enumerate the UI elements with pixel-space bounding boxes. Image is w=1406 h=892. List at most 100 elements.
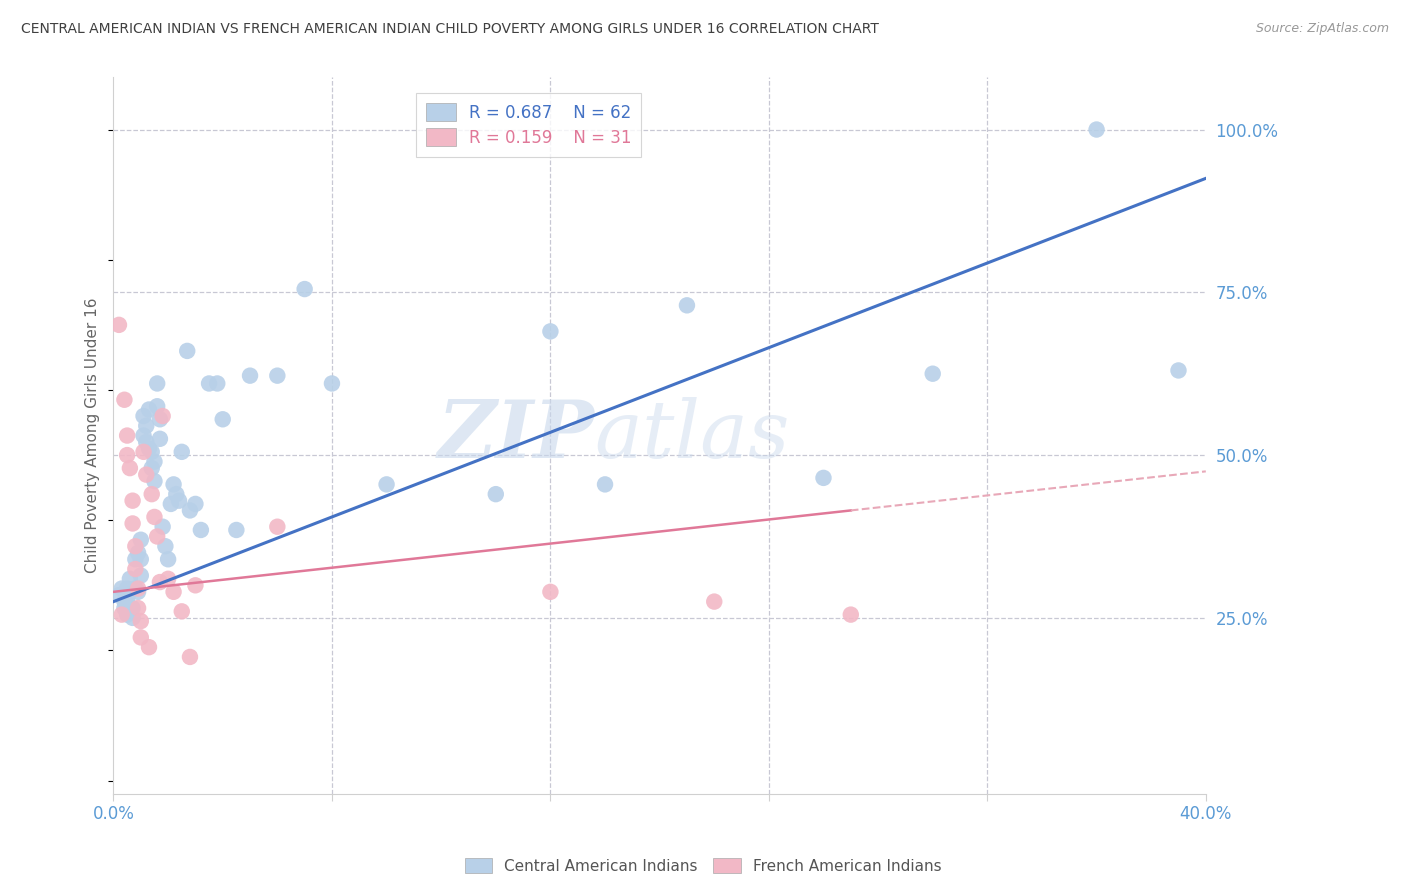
Point: [141, 445, 163, 459]
Point: [111, 582, 134, 596]
Point: [321, 376, 343, 391]
Point: [165, 487, 187, 501]
Point: [112, 594, 135, 608]
Point: [129, 614, 152, 628]
Point: [225, 523, 247, 537]
Point: [179, 649, 201, 664]
Point: [239, 368, 262, 383]
Point: [538, 324, 561, 338]
Point: [112, 392, 135, 407]
Point: [813, 471, 835, 485]
Point: [162, 584, 184, 599]
Point: [146, 399, 169, 413]
Point: [127, 582, 149, 596]
Point: [152, 409, 174, 423]
Point: [138, 442, 160, 456]
Point: [184, 497, 207, 511]
Point: [167, 493, 190, 508]
Point: [124, 562, 146, 576]
Point: [115, 582, 138, 596]
Point: [115, 428, 138, 442]
Point: [160, 497, 183, 511]
Text: ZIP: ZIP: [437, 397, 595, 475]
Point: [146, 529, 169, 543]
Point: [179, 503, 201, 517]
Point: [593, 477, 616, 491]
Point: [485, 487, 508, 501]
Point: [1085, 122, 1108, 136]
Point: [124, 582, 146, 596]
Point: [141, 461, 163, 475]
Legend: Central American Indians, French American Indians: Central American Indians, French America…: [458, 852, 948, 880]
Point: [127, 601, 149, 615]
Point: [135, 435, 157, 450]
Point: [152, 519, 174, 533]
Point: [149, 412, 172, 426]
Point: [132, 445, 155, 459]
Point: [118, 584, 141, 599]
Point: [198, 376, 221, 391]
Point: [124, 539, 146, 553]
Y-axis label: Child Poverty Among Girls Under 16: Child Poverty Among Girls Under 16: [86, 298, 100, 574]
Point: [112, 601, 135, 615]
Point: [375, 477, 398, 491]
Point: [703, 594, 725, 608]
Point: [115, 591, 138, 606]
Point: [108, 318, 131, 332]
Point: [149, 432, 172, 446]
Point: [111, 607, 134, 622]
Point: [157, 572, 180, 586]
Legend: R = 0.687    N = 62, R = 0.159    N = 31: R = 0.687 N = 62, R = 0.159 N = 31: [416, 93, 641, 157]
Point: [1167, 363, 1189, 377]
Point: [135, 467, 157, 482]
Point: [176, 343, 198, 358]
Point: [129, 552, 152, 566]
Point: [118, 572, 141, 586]
Point: [266, 368, 288, 383]
Point: [121, 493, 143, 508]
Point: [135, 418, 157, 433]
Point: [115, 448, 138, 462]
Point: [266, 519, 288, 533]
Point: [129, 568, 152, 582]
Point: [129, 533, 152, 547]
Point: [184, 578, 207, 592]
Point: [143, 474, 166, 488]
Point: [138, 640, 160, 655]
Point: [170, 445, 193, 459]
Point: [294, 282, 316, 296]
Point: [118, 461, 141, 475]
Point: [141, 487, 163, 501]
Point: [124, 552, 146, 566]
Text: CENTRAL AMERICAN INDIAN VS FRENCH AMERICAN INDIAN CHILD POVERTY AMONG GIRLS UNDE: CENTRAL AMERICAN INDIAN VS FRENCH AMERIC…: [21, 22, 879, 37]
Point: [121, 611, 143, 625]
Point: [921, 367, 943, 381]
Point: [155, 539, 177, 553]
Point: [121, 516, 143, 531]
Point: [138, 402, 160, 417]
Point: [676, 298, 699, 312]
Point: [121, 601, 143, 615]
Point: [132, 428, 155, 442]
Point: [132, 409, 155, 423]
Point: [127, 546, 149, 560]
Point: [157, 552, 180, 566]
Text: atlas: atlas: [595, 397, 790, 475]
Point: [162, 477, 184, 491]
Point: [129, 631, 152, 645]
Point: [108, 588, 131, 602]
Point: [538, 584, 561, 599]
Point: [127, 584, 149, 599]
Point: [211, 412, 233, 426]
Point: [839, 607, 862, 622]
Point: [190, 523, 212, 537]
Text: Source: ZipAtlas.com: Source: ZipAtlas.com: [1256, 22, 1389, 36]
Point: [143, 454, 166, 468]
Point: [149, 575, 172, 590]
Point: [207, 376, 229, 391]
Point: [143, 510, 166, 524]
Point: [115, 607, 138, 622]
Point: [115, 599, 138, 614]
Point: [146, 376, 169, 391]
Point: [170, 604, 193, 618]
